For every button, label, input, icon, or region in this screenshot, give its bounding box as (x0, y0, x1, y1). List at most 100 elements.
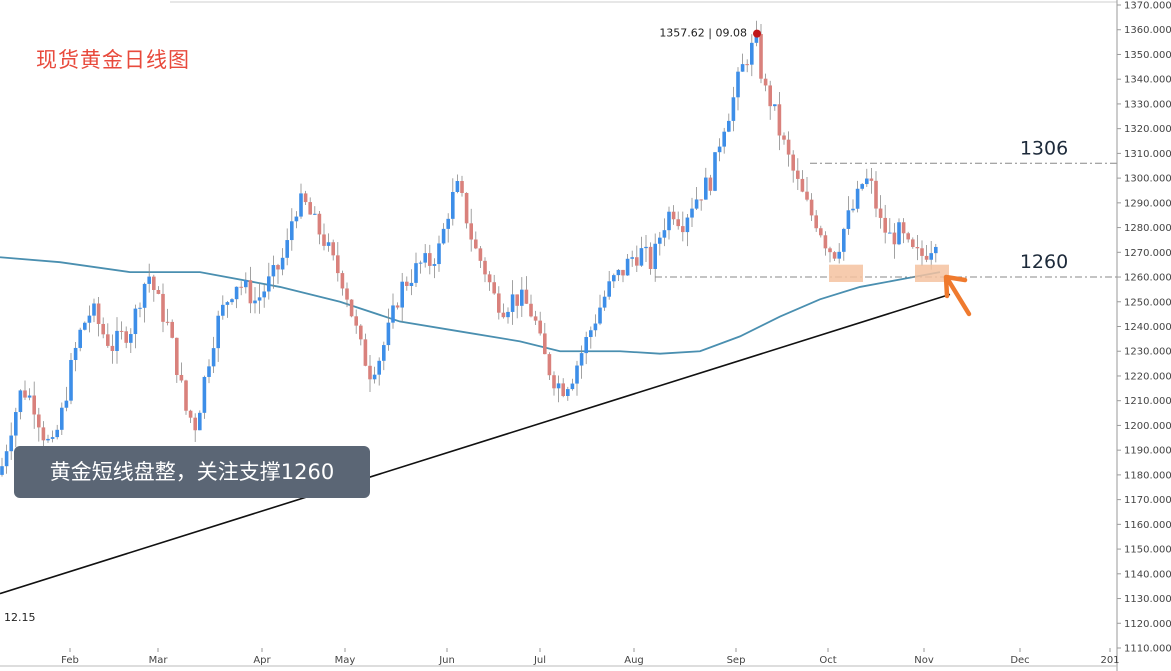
candle (538, 311, 542, 336)
candle-body (828, 248, 832, 253)
candle (368, 354, 372, 392)
candle (299, 183, 303, 219)
y-tick-label: 1210.000 (1124, 396, 1171, 407)
candlesticks (0, 20, 938, 477)
y-tick-label: 1170.000 (1124, 495, 1171, 506)
candle-body (538, 320, 542, 334)
candle-body (736, 71, 740, 98)
candle (216, 310, 220, 362)
candle (796, 158, 800, 191)
candle (142, 282, 147, 323)
candle (37, 407, 41, 442)
candle (129, 328, 133, 354)
candle-body (901, 222, 906, 234)
candle-body (50, 437, 55, 439)
candle-body (161, 293, 165, 322)
candle-body (179, 374, 184, 381)
candle-body (791, 154, 795, 171)
candle (73, 341, 78, 372)
candle-body (446, 218, 450, 229)
candle-body (198, 412, 202, 431)
candle (267, 262, 271, 300)
candle (492, 274, 496, 295)
candle (326, 233, 331, 252)
candle-body (340, 273, 345, 289)
candle (414, 252, 418, 287)
y-tick-label: 1230.000 (1124, 347, 1171, 358)
candle-body (400, 281, 404, 308)
candle-body (800, 178, 805, 192)
candle (133, 304, 138, 349)
peak-label: 1357.62 | 09.08 (659, 27, 747, 40)
y-tick-label: 1150.000 (1124, 545, 1171, 556)
candle-body (129, 334, 133, 343)
candle-body (244, 280, 248, 288)
candle-body (451, 192, 455, 219)
candle-body (602, 296, 607, 308)
candle-body (138, 307, 142, 309)
candle-body (644, 246, 648, 249)
candle (805, 176, 809, 202)
candle-body (14, 412, 18, 436)
candle (694, 186, 699, 211)
candle (92, 298, 96, 323)
candle-body (837, 251, 841, 259)
candle (161, 283, 165, 333)
candle-body (759, 34, 763, 79)
candle (184, 379, 188, 415)
candle-body (207, 366, 211, 377)
candle-body (865, 178, 869, 185)
candle-body (32, 395, 36, 415)
candle-body (359, 325, 363, 340)
candle (437, 235, 441, 272)
candle-body (892, 232, 897, 245)
candle (156, 286, 161, 295)
y-tick-label: 1340.000 (1124, 75, 1171, 86)
candle-body (745, 64, 749, 66)
candle (934, 243, 938, 263)
candle-body (423, 253, 427, 263)
candle (23, 380, 27, 400)
candle (768, 80, 772, 120)
candle (248, 266, 253, 314)
candle-body (906, 233, 910, 240)
candle-body (773, 104, 777, 107)
support-trendline (0, 293, 951, 595)
x-tick-label: Mar (149, 655, 169, 666)
candle (115, 317, 119, 364)
candle (69, 353, 73, 405)
y-tick-label: 1260.000 (1124, 273, 1171, 284)
y-tick-label: 1130.000 (1124, 594, 1171, 605)
candle (750, 34, 754, 77)
candle (96, 296, 101, 337)
candle-body (915, 247, 920, 249)
candle-body (175, 337, 179, 375)
candle-body (377, 360, 381, 375)
candle (842, 227, 846, 261)
candle (428, 244, 432, 275)
candle (280, 248, 285, 276)
candle (579, 345, 584, 379)
y-tick-label: 1290.000 (1124, 198, 1171, 209)
candle (800, 170, 805, 193)
candle (400, 272, 404, 322)
candle (906, 231, 910, 243)
candle (395, 302, 400, 310)
candle-body (432, 264, 437, 266)
candle (524, 276, 529, 305)
candle (809, 193, 814, 222)
candle-body (570, 383, 575, 390)
candle (635, 245, 639, 272)
candle (106, 323, 110, 348)
candle-body (37, 414, 41, 428)
x-tick-label: Dec (1010, 655, 1029, 666)
candle (147, 263, 151, 293)
candle-body (474, 239, 478, 249)
candle (285, 228, 289, 266)
candle-body (23, 390, 27, 398)
candle (888, 218, 892, 234)
candle-body (299, 193, 303, 217)
candle-body (515, 294, 519, 306)
y-tick-label: 1330.000 (1124, 99, 1171, 110)
candle-body (170, 321, 174, 338)
